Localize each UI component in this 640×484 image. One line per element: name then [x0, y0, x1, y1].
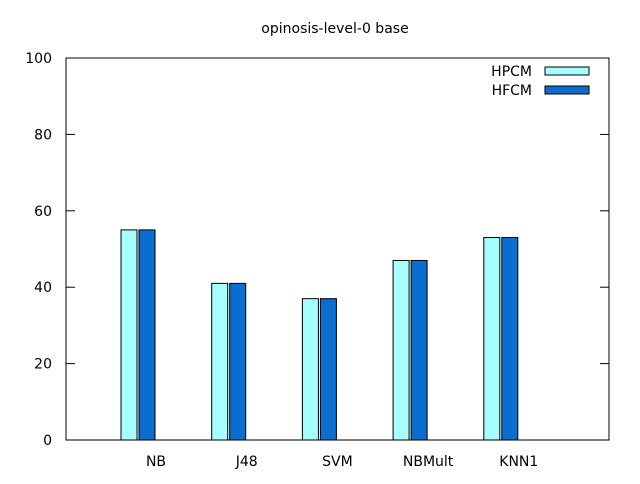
legend-swatch	[544, 66, 590, 76]
bar-hpcm-svm	[301, 298, 319, 441]
y-tick-label: 40	[34, 280, 52, 296]
bar-hfcm-nbmult	[410, 259, 428, 441]
bar-hfcm-nb	[138, 229, 156, 441]
legend-swatch	[544, 85, 590, 95]
bar-hfcm-svm	[319, 298, 337, 441]
y-tick-label: 60	[34, 204, 52, 220]
bar-hpcm-nb	[120, 229, 138, 441]
x-tick-label: KNN1	[499, 454, 538, 470]
bar-hfcm-knn1	[501, 237, 519, 441]
plot-frame	[65, 57, 610, 441]
x-axis: NB J48 SVM NBMult KNN1	[146, 454, 538, 470]
y-tick-label: 20	[34, 357, 52, 373]
x-tick-label: NBMult	[403, 454, 454, 470]
y-tick-label: 0	[43, 433, 52, 449]
bar-hpcm-j48	[211, 282, 229, 441]
legend: HPCM HFCM	[491, 64, 590, 99]
chart-title: opinosis-level-0 base	[261, 21, 408, 37]
legend-label: HPCM	[491, 64, 532, 80]
bar-hpcm-nbmult	[392, 259, 410, 441]
y-tick-label: 80	[34, 127, 52, 143]
bar-hpcm-knn1	[483, 237, 501, 441]
y-tick-label: 100	[25, 51, 52, 67]
x-tick-label: NB	[146, 454, 166, 470]
bars	[120, 229, 519, 441]
bar-hfcm-j48	[229, 282, 247, 441]
x-tick-label: SVM	[322, 454, 353, 470]
legend-label: HFCM	[492, 83, 532, 99]
y-axis: 0 20 40 60 80 100	[25, 51, 609, 449]
x-tick-label: J48	[235, 454, 258, 470]
